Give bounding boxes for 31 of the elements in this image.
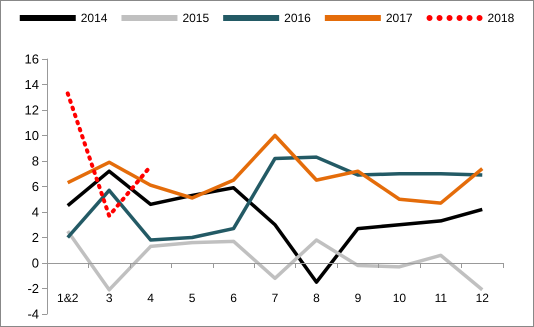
y-tick-label: 2 <box>32 230 39 245</box>
x-tick-label: 9 <box>354 291 362 305</box>
x-tick-label: 4 <box>147 291 154 305</box>
x-tick-label: 6 <box>230 291 238 305</box>
x-tick-label: 11 <box>434 291 448 305</box>
x-tick-label: 12 <box>476 291 490 305</box>
x-tick-label: 7 <box>272 291 279 305</box>
y-tick-label: -4 <box>27 306 39 322</box>
x-tick-label: 3 <box>106 291 113 305</box>
y-tick-label: 4 <box>32 204 39 220</box>
y-tick-label: 10 <box>24 128 39 143</box>
line-series <box>66 155 484 242</box>
y-tick-label: 16 <box>24 52 39 66</box>
y-tick-label: 0 <box>32 256 39 270</box>
y-tick-label: -2 <box>27 281 39 296</box>
legend-label: 2017 <box>386 11 413 25</box>
x-tick-label: 1&2 <box>57 291 79 305</box>
legend-label: 2015 <box>182 11 210 25</box>
legend-label: 2018 <box>488 11 515 25</box>
y-tick-label: 12 <box>24 102 39 118</box>
line-series <box>66 229 484 292</box>
legend-label: 2016 <box>284 11 312 25</box>
y-tick-label: 14 <box>24 77 39 92</box>
y-tick-label: 6 <box>32 179 39 194</box>
line-series <box>66 169 484 284</box>
line-series <box>66 134 484 205</box>
x-tick-label: 8 <box>313 291 320 305</box>
x-tick-label: 10 <box>392 291 406 305</box>
x-tick-label: 5 <box>188 291 196 305</box>
y-tick-label: 8 <box>32 154 39 168</box>
legend-label: 2014 <box>80 11 108 25</box>
